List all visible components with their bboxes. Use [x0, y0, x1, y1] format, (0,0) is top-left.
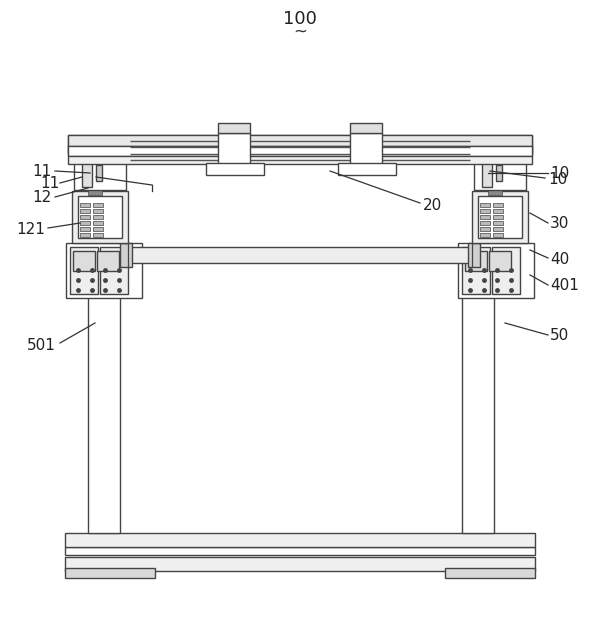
- Bar: [496, 165, 502, 181]
- Bar: [478, 196, 522, 238]
- Bar: [65, 533, 535, 547]
- Text: 11: 11: [41, 175, 60, 191]
- Bar: [480, 221, 490, 225]
- Text: 50: 50: [550, 329, 569, 344]
- Bar: [72, 191, 128, 243]
- Bar: [68, 135, 532, 146]
- Bar: [218, 123, 250, 133]
- Bar: [462, 247, 490, 294]
- Bar: [97, 251, 119, 271]
- Bar: [350, 133, 382, 165]
- Bar: [480, 215, 490, 219]
- Bar: [493, 233, 503, 237]
- Bar: [493, 215, 503, 219]
- Bar: [93, 221, 103, 225]
- Bar: [68, 156, 532, 164]
- Text: 10: 10: [548, 172, 567, 187]
- Bar: [78, 196, 122, 238]
- Bar: [93, 209, 103, 213]
- Bar: [489, 251, 511, 271]
- Bar: [80, 227, 90, 231]
- Bar: [480, 227, 490, 231]
- Bar: [458, 243, 534, 298]
- Bar: [468, 145, 532, 155]
- Bar: [100, 247, 128, 294]
- Bar: [88, 253, 120, 533]
- Bar: [66, 243, 142, 298]
- Bar: [80, 215, 90, 219]
- Text: 401: 401: [550, 279, 579, 294]
- Bar: [206, 163, 264, 175]
- Bar: [482, 159, 492, 187]
- Text: 30: 30: [550, 216, 569, 232]
- Bar: [338, 163, 396, 175]
- Bar: [493, 221, 503, 225]
- Bar: [465, 251, 487, 271]
- Bar: [350, 123, 382, 133]
- Text: 10: 10: [550, 165, 569, 180]
- Bar: [96, 165, 102, 181]
- Bar: [493, 227, 503, 231]
- Bar: [480, 233, 490, 237]
- Bar: [65, 547, 535, 555]
- Bar: [65, 557, 535, 571]
- Bar: [93, 227, 103, 231]
- Bar: [462, 253, 494, 533]
- Bar: [493, 209, 503, 213]
- Text: 11: 11: [33, 163, 52, 179]
- Bar: [80, 203, 90, 207]
- Bar: [480, 203, 490, 207]
- Bar: [493, 203, 503, 207]
- Bar: [68, 145, 132, 155]
- Bar: [68, 145, 532, 153]
- Bar: [218, 133, 250, 165]
- Text: 121: 121: [16, 222, 45, 237]
- Bar: [480, 209, 490, 213]
- Bar: [120, 253, 128, 271]
- Text: 100: 100: [283, 10, 317, 28]
- Bar: [80, 209, 90, 213]
- Text: ~: ~: [293, 23, 307, 41]
- Text: 501: 501: [27, 337, 56, 353]
- Bar: [468, 243, 480, 267]
- Bar: [80, 221, 90, 225]
- Bar: [472, 191, 528, 243]
- Bar: [445, 568, 535, 578]
- Bar: [73, 251, 95, 271]
- Bar: [88, 190, 102, 195]
- Bar: [461, 253, 469, 271]
- Text: 40: 40: [550, 251, 569, 266]
- Bar: [93, 215, 103, 219]
- Bar: [93, 203, 103, 207]
- Bar: [128, 247, 472, 263]
- Bar: [65, 568, 155, 578]
- Bar: [474, 152, 526, 190]
- Bar: [120, 243, 132, 267]
- Text: 12: 12: [33, 191, 52, 206]
- Bar: [488, 190, 502, 195]
- Bar: [74, 152, 126, 190]
- Bar: [68, 146, 532, 156]
- Bar: [80, 233, 90, 237]
- Bar: [93, 233, 103, 237]
- Bar: [70, 247, 98, 294]
- Bar: [492, 247, 520, 294]
- Text: 20: 20: [423, 197, 442, 213]
- Bar: [68, 135, 532, 145]
- Bar: [82, 159, 92, 187]
